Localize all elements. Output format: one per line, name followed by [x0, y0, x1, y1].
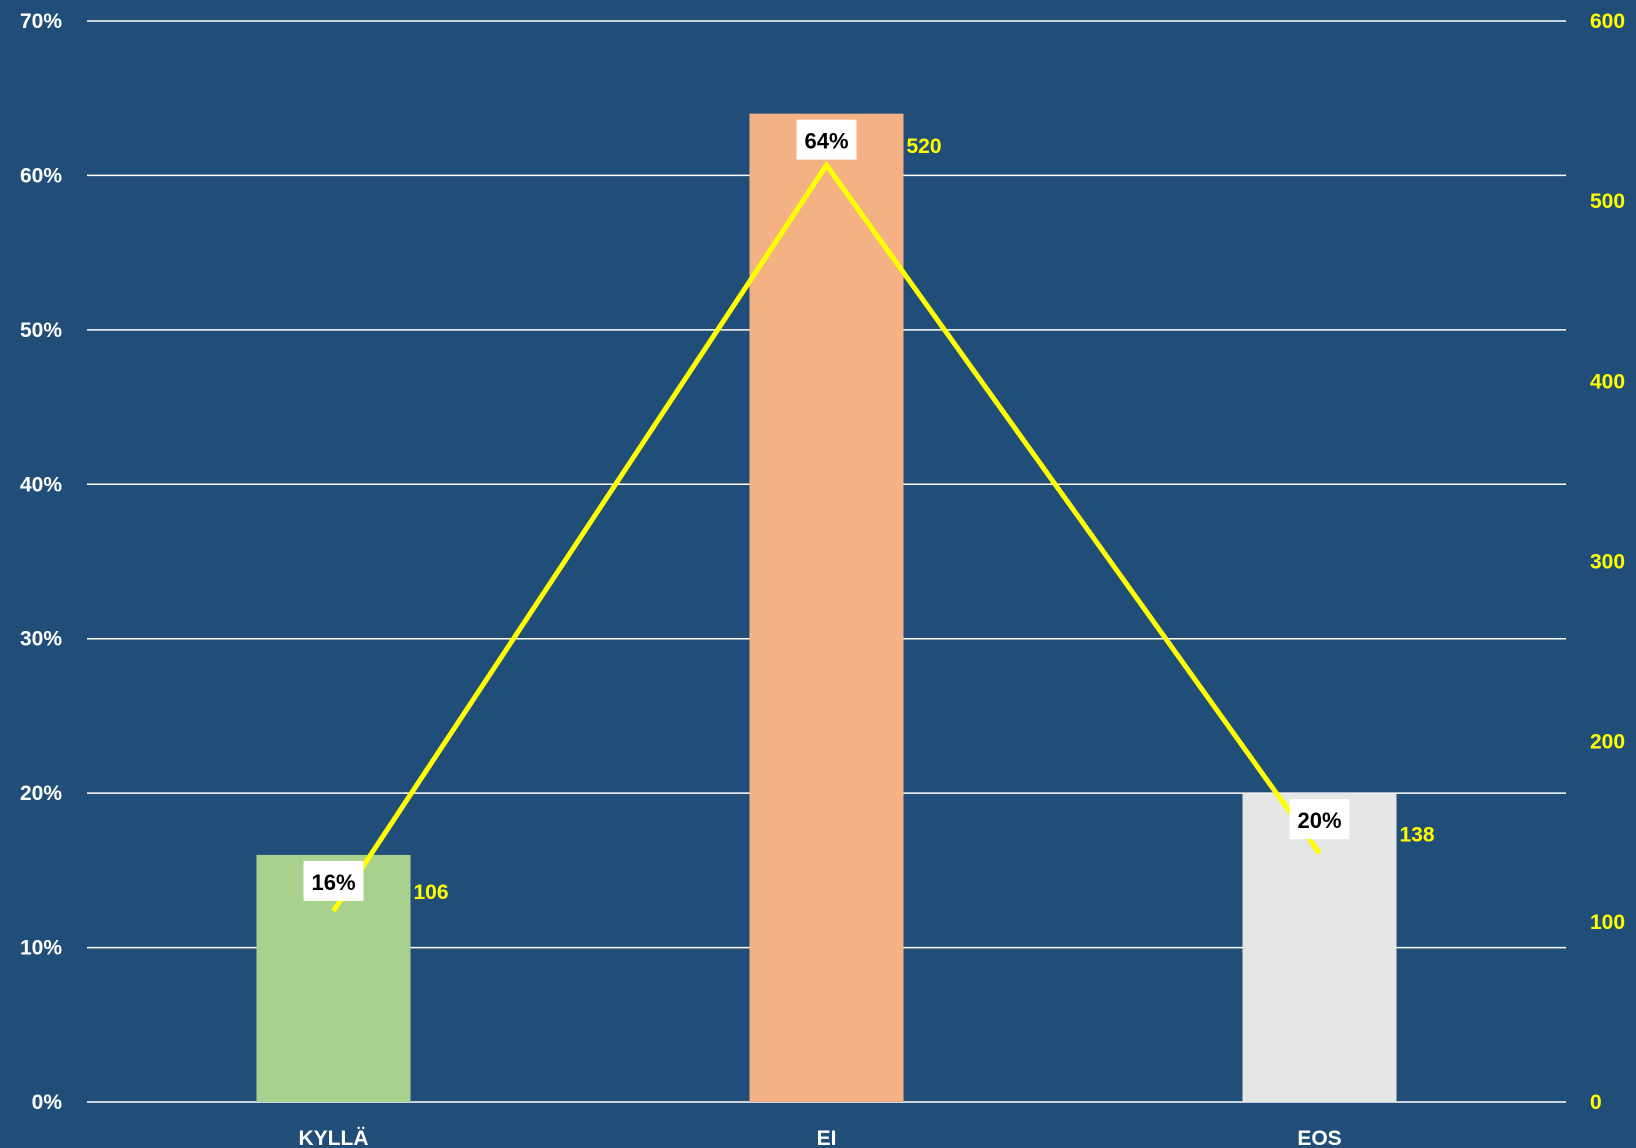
data-labels: 16% 64% 20% 106 520 138 — [303, 119, 1435, 904]
y-right-tick-label: 300 — [1590, 551, 1625, 574]
y-right-tick-label: 400 — [1590, 370, 1625, 393]
pct-data-label: 64% — [804, 129, 848, 154]
line-series — [331, 160, 1322, 913]
x-category-label: KYLLÄ — [299, 1127, 369, 1148]
bar-series — [256, 113, 1397, 1102]
y-left-tick-label: 0% — [32, 1091, 63, 1114]
bar-ei — [749, 113, 904, 1102]
pct-label-box — [796, 119, 857, 160]
pct-data-label: 20% — [1297, 808, 1341, 833]
pct-data-label: 16% — [311, 870, 355, 895]
count-data-label: 138 — [1400, 823, 1435, 846]
y-left-tick-label: 30% — [20, 628, 62, 651]
y-left-tick-label: 20% — [20, 782, 62, 805]
y-left-tick-label: 10% — [20, 937, 62, 960]
y-right-tick-label: 0 — [1590, 1091, 1602, 1114]
count-data-label: 520 — [907, 135, 942, 158]
left-axis: 0% 10% 20% 30% 40% 50% 60% 70% — [20, 10, 62, 1114]
x-category-label: EOS — [1297, 1127, 1341, 1148]
count-data-label: 106 — [414, 881, 449, 904]
y-left-tick-label: 70% — [20, 10, 62, 33]
pct-label-box — [1289, 799, 1350, 840]
x-category-label: EI — [817, 1127, 837, 1148]
y-right-tick-label: 600 — [1590, 10, 1625, 33]
y-left-tick-label: 40% — [20, 473, 62, 496]
pct-label-box — [303, 860, 364, 901]
y-left-tick-label: 60% — [20, 164, 62, 187]
y-right-tick-label: 200 — [1590, 731, 1625, 754]
y-right-tick-label: 500 — [1590, 190, 1625, 213]
y-right-tick-label: 100 — [1590, 911, 1625, 934]
category-axis: KYLLÄ EI EOS — [299, 1127, 1342, 1148]
bar-eos — [1242, 793, 1397, 1102]
right-axis: 0 100 200 300 400 500 600 — [1590, 10, 1625, 1114]
y-left-tick-label: 50% — [20, 319, 62, 342]
